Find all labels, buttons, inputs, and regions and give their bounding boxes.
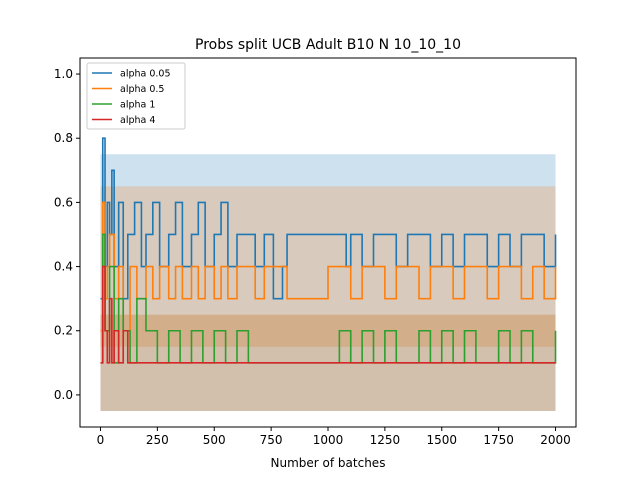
x-tick-label: 0 [97,433,105,447]
y-axis: 0.0 0.2 0.4 0.6 0.8 1.0 [54,67,80,402]
legend-label-2: alpha 1 [120,100,155,111]
x-tick-label: 750 [260,433,283,447]
chart-title: Probs split UCB Adult B10 N 10_10_10 [195,37,461,53]
y-tick-label: 0.8 [54,131,73,145]
x-tick-label: 250 [146,433,169,447]
y-tick-label: 0.0 [54,388,73,402]
x-axis-label: Number of batches [271,456,386,470]
series-line-0 [100,137,557,300]
legend-label-1: alpha 0.5 [120,84,164,95]
y-tick-label: 0.4 [54,260,73,274]
y-tick-label: 0.6 [54,195,73,209]
x-tick-label: 1750 [483,433,514,447]
legend-box [86,62,186,130]
legend-label-0: alpha 0.05 [120,69,171,80]
x-tick-label: 2000 [540,433,571,447]
x-tick-label: 500 [203,433,226,447]
series-line-3 [100,265,556,364]
x-tick-label: 1500 [426,433,457,447]
x-axis: 0 250 500 750 1000 1250 1500 1750 2000 [97,427,571,447]
x-tick-label: 1250 [370,433,401,447]
legend: alpha 0.05 alpha 0.5 alpha 1 alpha 4 [86,62,186,130]
legend-label-3: alpha 4 [120,115,155,126]
y-tick-label: 0.2 [54,324,73,338]
plot-area [100,137,557,411]
y-tick-label: 1.0 [54,67,73,81]
x-tick-label: 1000 [313,433,344,447]
